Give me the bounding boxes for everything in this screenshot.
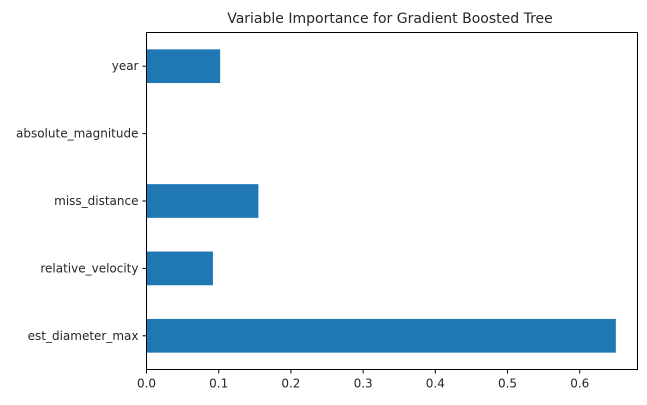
bars-group [146,49,616,353]
y-tick-label: absolute_magnitude [16,127,139,141]
y-tick-label: year [112,59,139,73]
chart-title: Variable Importance for Gradient Boosted… [227,11,553,27]
y-tick-label: relative_velocity [40,261,138,275]
x-tick-label: 0.3 [354,377,373,391]
bar-est-diameter-max [146,318,616,353]
x-tick-label: 0.1 [209,377,228,391]
x-axis: 0.0 0.1 0.2 0.3 0.4 0.5 0.6 [137,369,589,391]
y-tick-label: miss_distance [54,194,138,208]
x-tick-label: 0.6 [570,377,589,391]
y-axis: est_diameter_max relative_velocity miss_di… [16,59,147,343]
x-tick-label: 0.4 [426,377,445,391]
x-tick-label: 0.5 [498,377,517,391]
x-tick-label: 0.0 [137,377,156,391]
y-tick-label: est_diameter_max [28,329,139,343]
bar-relative-velocity [146,251,213,286]
bar-year [146,49,221,84]
x-tick-label: 0.2 [281,377,300,391]
bar-miss-distance [146,184,259,218]
